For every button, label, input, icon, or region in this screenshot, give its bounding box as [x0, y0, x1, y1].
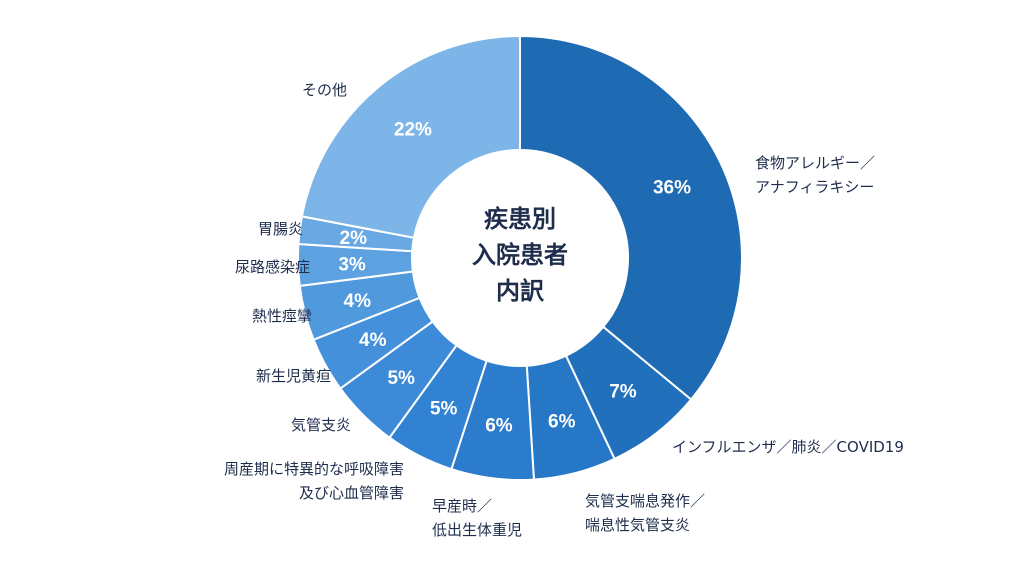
slice-label-4-line-0: 周産期に特異的な呼吸障害	[224, 460, 404, 478]
slice-label-3-line-0: 早産時／	[432, 497, 492, 515]
slice-percent-0: 36%	[653, 177, 691, 198]
slice-label-1-line-0: インフルエンザ／肺炎／COVID19	[672, 438, 904, 456]
slice-label-7-line-0: 熱性痙攣	[252, 307, 312, 325]
slice-label-8-line-0: 尿路感染症	[235, 258, 310, 276]
slice-percent-2: 6%	[548, 412, 576, 433]
slice-percent-4: 5%	[430, 399, 458, 420]
slice-label-5-line-0: 気管支炎	[291, 416, 351, 434]
slice-label-2-line-1: 喘息性気管支炎	[585, 516, 690, 534]
chart-title: 疾患別 入院患者 内訳	[472, 205, 568, 305]
chart-title-line-3: 内訳	[496, 277, 545, 305]
slice-10	[300, 34, 521, 239]
chart-title-line-2: 入院患者	[472, 241, 568, 269]
slice-percent-5: 5%	[387, 368, 415, 389]
slice-percent-8: 3%	[338, 254, 366, 275]
slice-percent-3: 6%	[485, 416, 513, 437]
slice-label-6-line-0: 新生児黄疸	[256, 367, 331, 385]
chart-title-line-1: 疾患別	[484, 205, 556, 233]
slice-0	[519, 34, 743, 401]
slice-label-9-line-0: 胃腸炎	[258, 220, 303, 238]
percent-labels: 36%7%6%6%5%5%4%4%3%2%22%	[338, 120, 691, 437]
slice-label-0-line-0: 食物アレルギー／	[755, 154, 875, 172]
slice-percent-7: 4%	[344, 291, 372, 312]
slice-percent-6: 4%	[359, 330, 387, 351]
slices	[297, 34, 743, 481]
slice-percent-9: 2%	[340, 228, 368, 249]
slice-label-4-line-1: 及び心血管障害	[299, 484, 404, 502]
slice-label-2-line-0: 気管支喘息発作／	[585, 492, 705, 510]
slice-label-0-line-1: アナフィラキシー	[755, 178, 874, 196]
slice-percent-10: 22%	[394, 120, 432, 141]
slice-percent-1: 7%	[609, 382, 637, 403]
slice-label-3-line-1: 低出生体重児	[432, 521, 522, 539]
slice-label-10-line-0: その他	[302, 81, 347, 99]
